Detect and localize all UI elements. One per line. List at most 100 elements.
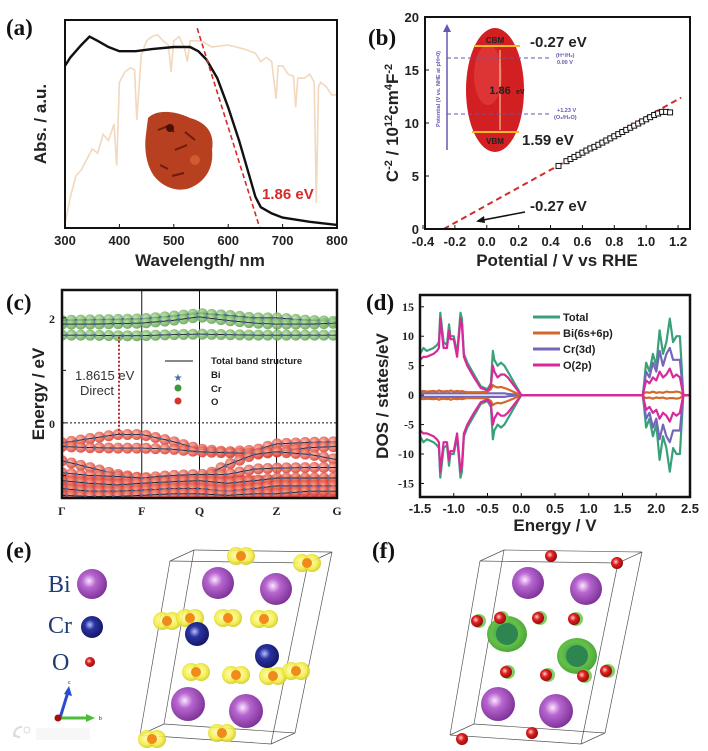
bi-projection-dot: [252, 333, 256, 337]
x-tick-label: 2.0: [647, 501, 665, 516]
bi-projection-dot: [158, 493, 162, 496]
panel-f-charge-density-structure: [449, 549, 643, 745]
powder-photo: [145, 111, 213, 190]
unit-cell-edge: [503, 549, 643, 553]
spin-down-line: [420, 394, 690, 444]
unit-cell-edge: [479, 560, 619, 564]
panel-label-c: (c): [6, 290, 32, 315]
bi-projection-dot: [168, 474, 171, 478]
bi-projection-dot: [327, 484, 330, 488]
bi-projection-dot: [224, 472, 228, 476]
bi-projection-dot: [74, 488, 78, 492]
x-tick-label: -0.4: [412, 234, 435, 249]
o-atom: [526, 727, 538, 739]
bi-projection-dot: [205, 472, 209, 476]
bi-projection-dot: [205, 332, 209, 336]
bi-projection-dot: [130, 494, 134, 498]
bi-projection-dot: [289, 317, 293, 321]
bi-projection-dot: [308, 446, 312, 449]
o-atom: [147, 734, 157, 744]
panel-label-b: (b): [368, 25, 396, 50]
x-tick-label: 600: [217, 233, 239, 248]
bi-projection-dot: [242, 456, 246, 460]
y-tick-label: -10: [398, 447, 414, 461]
bi-projection-dot: [280, 322, 284, 326]
bi-projection-dot: [186, 487, 190, 490]
bi-projection-dot: [140, 321, 143, 325]
o-atom: [236, 551, 246, 561]
spin-down-line: [420, 394, 690, 407]
unit-cell-edge: [580, 562, 619, 745]
bi-projection-dot: [83, 473, 87, 477]
bi-projection-dot: [65, 471, 69, 475]
projection-sphere: [140, 489, 152, 498]
bi-projection-dot: [327, 466, 330, 469]
bi-projection-dot: [214, 317, 218, 321]
axis-label-c: c: [68, 680, 71, 686]
bi-projection-dot: [196, 315, 199, 319]
data-point: [555, 162, 562, 169]
bi-projection-dot: [65, 445, 69, 449]
o-atom: [456, 733, 468, 745]
bi-projection-dot: [233, 471, 237, 475]
intercept-arrow: [477, 211, 526, 222]
bi-projection-dot: [196, 492, 199, 496]
spin-down-line: [420, 394, 690, 479]
bandgap-annotation: 1.86 eV: [262, 186, 314, 203]
legend-label: Bi(6s+6p): [563, 328, 613, 340]
o-atom: [191, 667, 201, 677]
cr-atom-icon: [81, 616, 103, 638]
x-axis-label: Potential / V vs RHE: [476, 251, 638, 270]
bi-projection-dot: [214, 480, 218, 484]
bi-projection-dot: [289, 333, 293, 337]
bi-projection-dot: [177, 480, 181, 483]
bi-projection-dot: [102, 474, 106, 478]
o-atom: [471, 615, 483, 627]
bi-projection-dot: [149, 488, 153, 492]
y-tick-label: 5: [412, 169, 419, 184]
lattice-axes-icon: c b: [54, 680, 102, 722]
bi-projection-dot: [130, 433, 134, 436]
bi-projection-dot: [65, 487, 69, 491]
series-tangent-line: [196, 28, 261, 228]
bi-projection-dot: [242, 488, 246, 491]
bi-projection-dot: [158, 447, 162, 451]
kpoint-label: Γ: [58, 504, 66, 518]
panel-label-e: (e): [6, 538, 32, 563]
bi-projection-dot: [224, 464, 228, 467]
bi-projection-dot: [158, 487, 162, 491]
bi-projection-dot: [205, 316, 209, 320]
bi-projection-dot: [224, 493, 228, 497]
bi-projection-dot: [177, 318, 181, 321]
cr-atom: [255, 644, 279, 668]
bi-projection-dot: [158, 480, 162, 484]
bi-projection-dot: [65, 322, 69, 326]
y-axis-label: Abs. / a.u.: [31, 84, 50, 164]
o-atom: [568, 613, 580, 625]
bi-projection-dot: [168, 447, 171, 451]
bi-projection-dot: [65, 460, 69, 464]
bi-projection-dot: [140, 433, 143, 436]
bi-projection-dot: [196, 487, 199, 490]
bi-projection-dot: [280, 316, 284, 320]
bi-projection-dot: [233, 314, 237, 318]
h2-couple-label: (H⁺/H₂): [556, 52, 575, 59]
bi-projection-dot: [317, 489, 321, 493]
axis-ticks: -1.5 -1.0 -0.5 0.0 0.5 1.0 1.5 2.0 2.5 -15 -10 -5 0 5…: [398, 300, 699, 516]
bi-projection-dot: [140, 446, 143, 450]
cbm-label: CBM: [486, 36, 505, 45]
bi-projection-dot: [299, 490, 302, 494]
axis-ticks: -0.4 -0.2 0.0 0.2 0.4 0.6 0.8 1.0 1.2 0 5 10 15 20: [405, 10, 688, 249]
bi-projection-dot: [205, 492, 209, 496]
legend-label: Cr(3d): [563, 344, 596, 356]
kpoint-label: Q: [195, 504, 204, 518]
bi-atom: [202, 567, 234, 599]
bi-projection-dot: [186, 316, 190, 320]
series-solar-spectrum: [65, 33, 337, 224]
bi-projection-dot: [74, 494, 78, 498]
bi-projection-dot: [102, 322, 106, 326]
x-tick-label: 1.5: [613, 501, 631, 516]
band-diagram-inset: Potential (V vs. NHE at pH=0) CBM VBM -0…: [436, 24, 587, 152]
bi-projection-dot: [177, 487, 181, 490]
bi-projection-dot: [261, 333, 265, 337]
